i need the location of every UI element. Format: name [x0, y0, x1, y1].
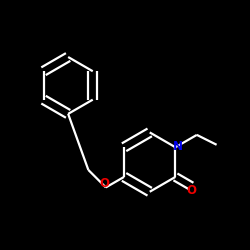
Text: O: O	[186, 184, 196, 197]
Text: O: O	[100, 177, 110, 190]
Text: N: N	[173, 140, 183, 152]
